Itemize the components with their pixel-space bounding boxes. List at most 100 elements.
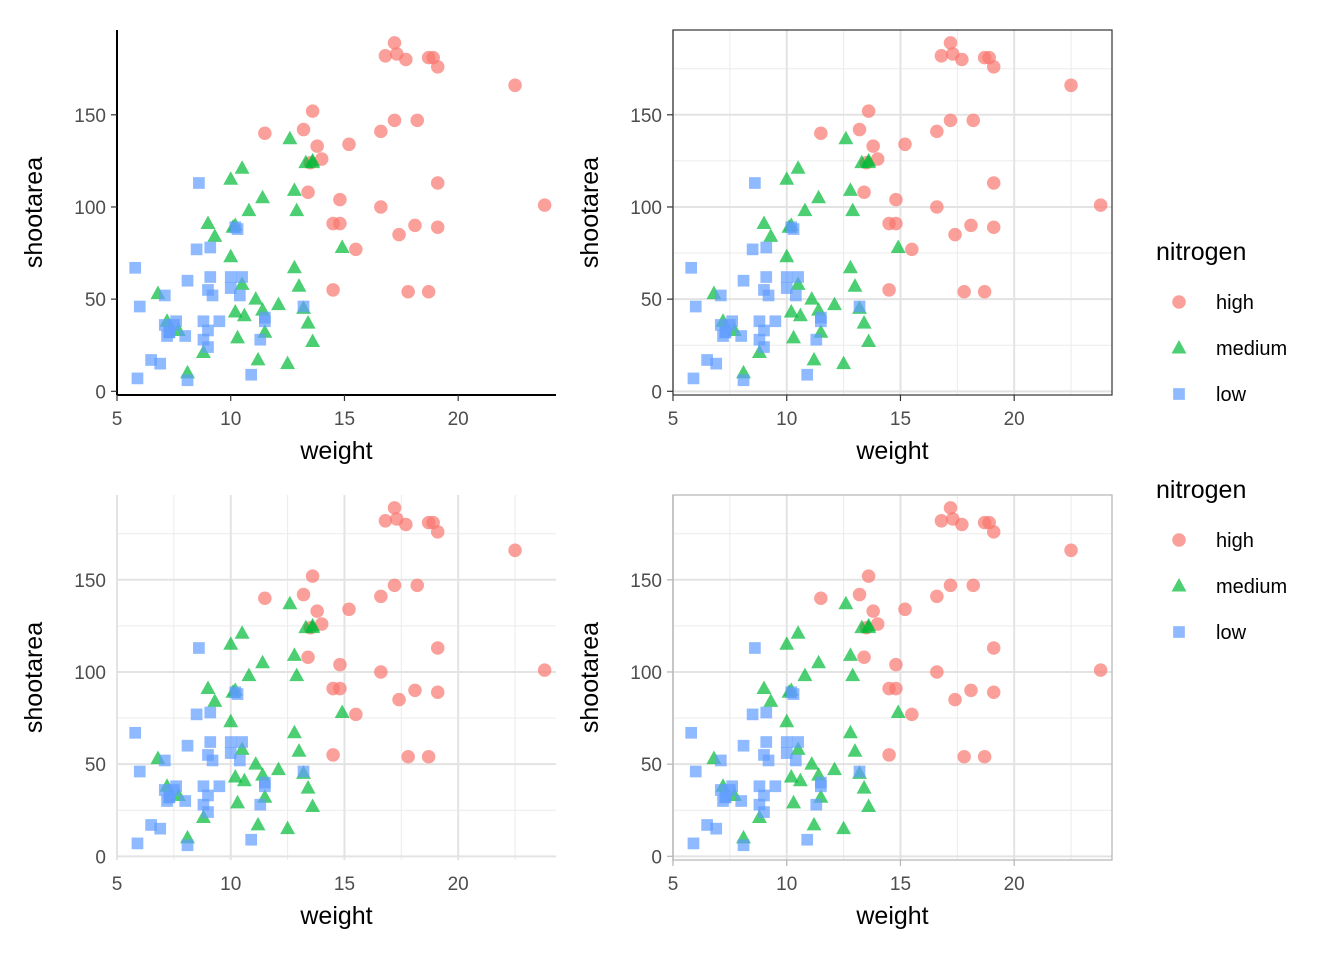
point-low xyxy=(689,765,702,778)
point-medium xyxy=(300,780,316,794)
point-low xyxy=(753,780,766,793)
point-high xyxy=(934,514,949,528)
point-high xyxy=(537,198,552,212)
point-high xyxy=(986,685,1001,700)
x-tick-label: 15 xyxy=(890,409,911,430)
x-tick-label: 5 xyxy=(112,874,123,895)
point-low xyxy=(753,798,766,811)
point-medium xyxy=(790,160,806,174)
point-high xyxy=(349,242,363,257)
y-tick-label: 100 xyxy=(74,198,106,219)
point-low xyxy=(170,780,182,793)
point-low xyxy=(710,822,723,835)
point-low xyxy=(236,271,248,283)
data-points xyxy=(685,501,1108,852)
point-medium xyxy=(842,724,858,739)
point-low xyxy=(213,315,226,328)
point-high xyxy=(314,617,329,631)
point-medium xyxy=(223,636,239,650)
point-low xyxy=(753,315,766,328)
point-low xyxy=(701,819,713,831)
point-high xyxy=(430,685,445,700)
point-medium xyxy=(271,296,286,311)
point-low xyxy=(760,706,773,719)
point-high xyxy=(401,750,415,764)
point-low xyxy=(254,333,267,346)
point-medium xyxy=(227,303,243,318)
point-low xyxy=(746,708,759,721)
point-low xyxy=(719,326,732,339)
point-low xyxy=(158,754,171,767)
point-low xyxy=(258,311,271,324)
point-low xyxy=(129,726,142,739)
point-low xyxy=(760,271,773,283)
point-low xyxy=(202,806,214,818)
point-high xyxy=(1064,78,1078,93)
point-medium xyxy=(861,333,877,348)
point-high xyxy=(986,60,1001,74)
point-medium xyxy=(230,329,246,344)
point-high xyxy=(430,176,445,190)
point-medium xyxy=(842,647,858,661)
point-medium xyxy=(847,278,863,292)
x-tick-label: 10 xyxy=(776,874,797,895)
panel-minimal: 5 10 15 20 0 50 100 150 weight shootarea xyxy=(20,495,556,930)
x-axis-title: weight xyxy=(855,902,928,930)
point-low xyxy=(297,765,310,778)
point-high xyxy=(508,78,522,93)
y-tick-label: 100 xyxy=(630,198,662,219)
point-high xyxy=(387,113,402,128)
point-low xyxy=(231,223,244,235)
point-low xyxy=(233,754,246,767)
point-low xyxy=(202,341,214,353)
point-high xyxy=(374,200,388,214)
point-high xyxy=(410,578,425,593)
point-low xyxy=(792,271,804,283)
point-low xyxy=(789,289,802,302)
point-high xyxy=(333,216,347,231)
point-low xyxy=(170,315,182,328)
point-medium xyxy=(286,724,302,739)
point-high xyxy=(889,681,903,696)
point-low xyxy=(749,642,761,654)
point-medium xyxy=(223,713,239,728)
point-low xyxy=(758,806,770,818)
point-high xyxy=(814,126,828,140)
point-low xyxy=(749,177,761,189)
point-low xyxy=(780,271,793,283)
point-medium xyxy=(786,329,802,344)
point-high xyxy=(378,514,393,528)
data-points xyxy=(129,501,552,852)
y-tick-label: 150 xyxy=(630,106,662,127)
point-low xyxy=(163,326,176,339)
point-medium xyxy=(250,816,266,831)
point-medium xyxy=(241,202,257,217)
point-medium xyxy=(291,278,307,292)
point-medium xyxy=(797,667,813,682)
point-high xyxy=(399,517,413,532)
point-medium xyxy=(756,215,772,230)
y-tick-label: 50 xyxy=(85,290,106,311)
point-low xyxy=(224,282,237,294)
point-medium xyxy=(334,239,350,253)
y-tick-label: 150 xyxy=(74,571,106,592)
legend-key-high xyxy=(1172,533,1186,547)
point-medium xyxy=(783,768,799,783)
point-high xyxy=(1093,198,1108,212)
point-medium xyxy=(305,154,321,169)
point-high xyxy=(421,285,436,299)
point-high xyxy=(882,283,896,297)
point-low xyxy=(202,789,214,802)
point-high xyxy=(930,665,944,679)
point-medium xyxy=(847,743,863,757)
point-high xyxy=(326,283,340,297)
point-high xyxy=(870,617,885,631)
point-medium xyxy=(783,303,799,318)
point-high xyxy=(387,501,402,515)
point-low xyxy=(197,315,210,328)
point-low xyxy=(780,736,793,748)
point-low xyxy=(297,300,310,313)
point-low xyxy=(131,837,144,850)
point-low xyxy=(206,754,219,767)
